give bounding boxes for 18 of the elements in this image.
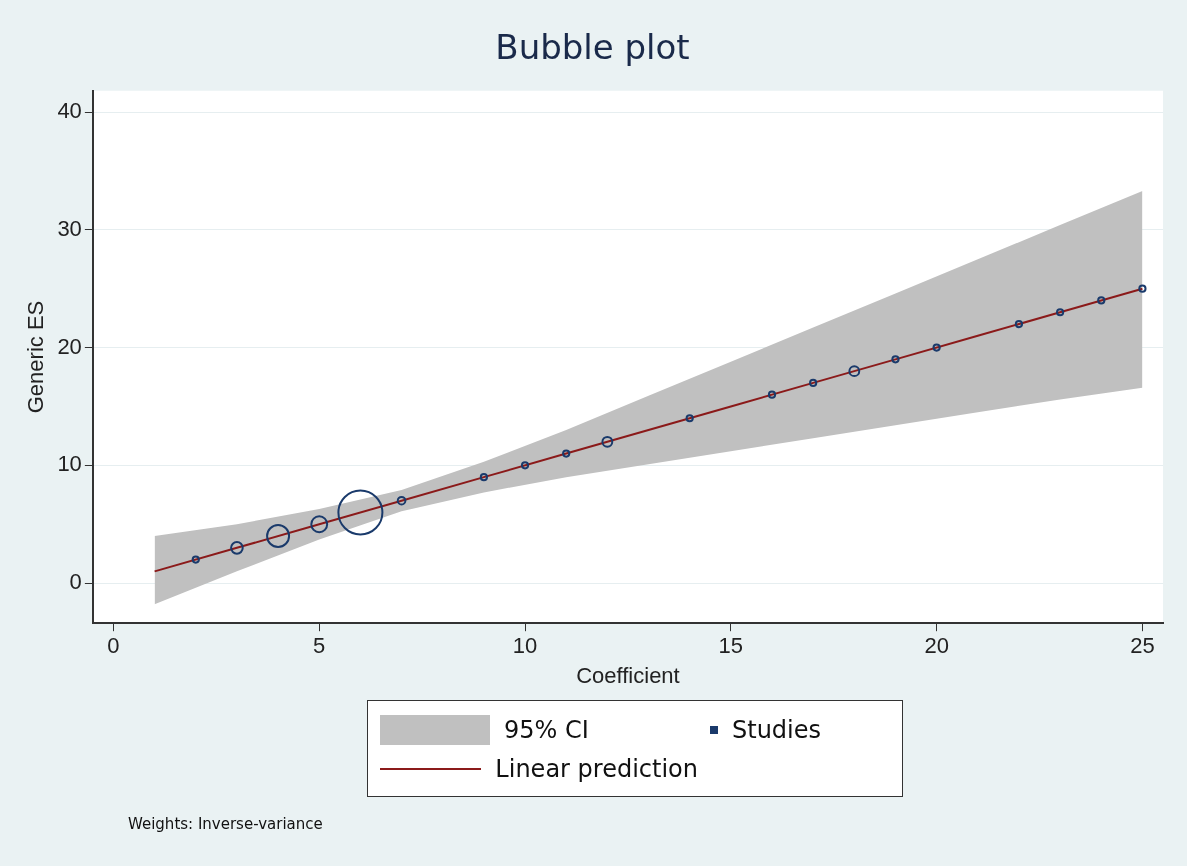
x-tick-label: 20 <box>924 633 949 659</box>
x-axis-title: Coefficient <box>576 662 680 688</box>
legend-label: Linear prediction <box>495 754 698 783</box>
y-axis-title: Generic ES <box>23 300 49 414</box>
y-tick-label: 0 <box>69 569 82 595</box>
y-tick-label: 30 <box>57 215 82 241</box>
y-tick-label: 10 <box>57 451 82 477</box>
x-tick-label: 10 <box>512 633 538 659</box>
y-tick-label: 20 <box>57 333 82 359</box>
x-tick-label: 0 <box>107 633 120 659</box>
x-tick-label: 5 <box>313 633 326 659</box>
text: Weights: Inverse-variance <box>128 815 323 833</box>
text: 95% CI <box>504 715 589 744</box>
x-tick-label: 25 <box>1130 633 1155 659</box>
chart-title: Bubble plot <box>495 27 690 68</box>
y-tick-label: 40 <box>57 98 82 124</box>
legend-label: Studies <box>732 715 822 744</box>
x-tick-label: 15 <box>718 633 744 659</box>
